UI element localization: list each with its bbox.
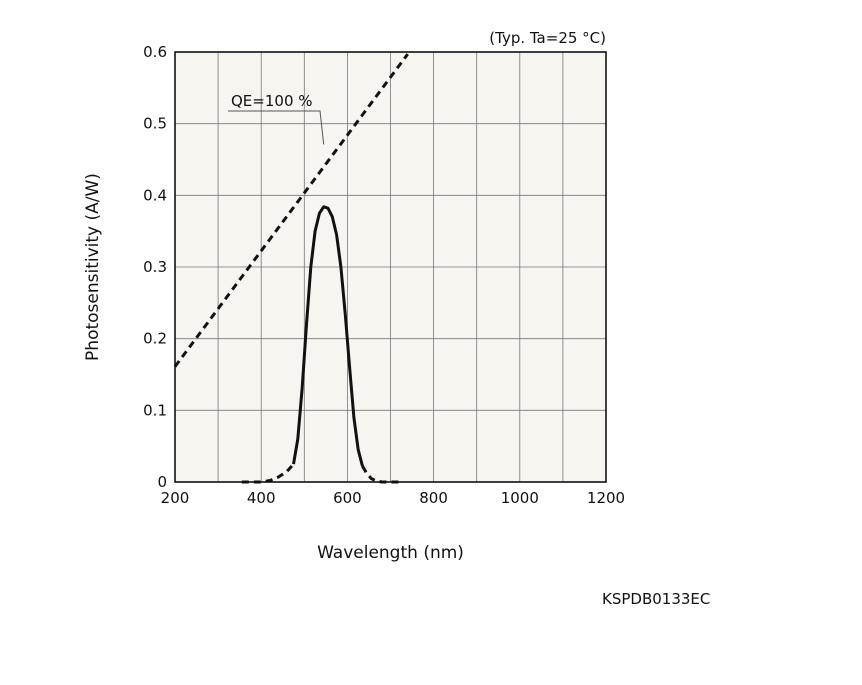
y-tick-label: 0.1 (143, 401, 167, 419)
y-tick-label: 0 (157, 473, 167, 491)
y-tick-label: 0.5 (143, 115, 167, 133)
x-tick-label: 200 (161, 489, 190, 507)
dashed-series-line (241, 463, 295, 484)
series-group (173, 53, 409, 484)
x-axis-label: Wavelength (nm) (317, 543, 464, 563)
dashed-series-line (173, 53, 409, 368)
grid-lines (175, 52, 606, 482)
x-tick-label: 600 (333, 489, 362, 507)
y-tick-labels: 0 0.1 0.2 0.3 0.4 0.5 0.6 (143, 43, 167, 491)
y-tick-label: 0.2 (143, 330, 167, 348)
annotation-label: QE=100 % (231, 92, 313, 110)
y-tick-label: 0.4 (143, 186, 167, 204)
x-tick-label: 800 (419, 489, 448, 507)
annotation-group: QE=100 % (228, 92, 325, 145)
x-tick-label: 400 (247, 489, 276, 507)
x-tick-label: 1000 (501, 489, 539, 507)
annotation-leader-line (228, 110, 325, 145)
plot-frame (174, 51, 607, 483)
condition-note: (Typ. Ta=25 °C) (489, 29, 606, 47)
y-tick-label: 0.6 (143, 43, 167, 61)
x-tick-label: 1200 (587, 489, 625, 507)
figure-code: KSPDB0133EC (602, 590, 711, 608)
solid-series-line (292, 205, 364, 467)
y-axis-label: Photosensitivity (A/W) (83, 173, 103, 361)
y-tick-label: 0.3 (143, 258, 167, 276)
x-tick-labels: 200 400 600 800 1000 1200 (161, 489, 625, 507)
